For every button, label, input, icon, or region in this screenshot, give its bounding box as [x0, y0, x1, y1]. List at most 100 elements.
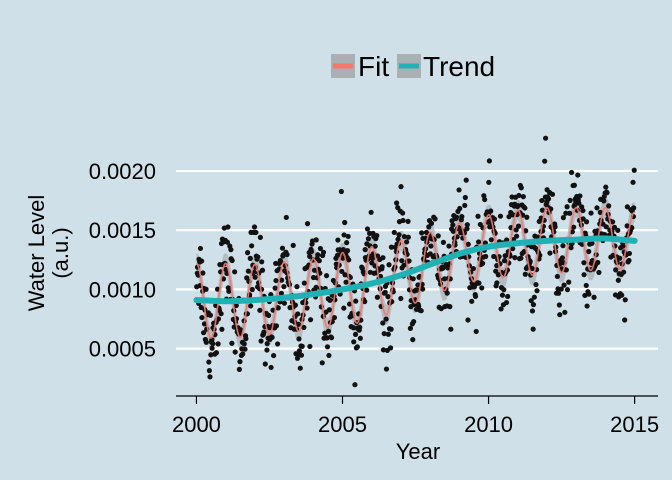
observation-point: [476, 280, 482, 286]
observation-point: [552, 224, 558, 230]
observation-point: [615, 277, 621, 283]
observation-point: [326, 307, 332, 313]
observation-point: [395, 236, 401, 242]
observation-point: [462, 194, 468, 201]
observation-point: [620, 243, 626, 249]
observation-point: [335, 237, 341, 243]
observation-point: [215, 316, 222, 322]
observation-point: [342, 219, 348, 226]
observation-point: [264, 341, 270, 347]
observation-point: [199, 258, 205, 264]
observation-point: [346, 257, 352, 263]
observation-point: [581, 272, 587, 278]
observation-point: [465, 241, 471, 247]
observation-point: [453, 214, 460, 220]
observation-point: [586, 248, 592, 255]
observation-point: [539, 197, 545, 204]
observation-point: [316, 258, 322, 264]
observation-point: [456, 187, 462, 193]
observation-point: [219, 326, 225, 332]
observation-point: [584, 303, 590, 309]
observation-point: [343, 279, 349, 285]
observation-point: [369, 255, 376, 262]
observation-point: [513, 233, 520, 239]
observation-point: [297, 365, 303, 371]
observation-point: [407, 325, 413, 331]
observation-point: [420, 286, 426, 292]
observation-point: [435, 233, 441, 239]
observation-point: [257, 234, 263, 240]
y-axis: 0.0005 0.0010 0.0015 0.0020: [89, 159, 156, 362]
observation-point: [464, 226, 470, 232]
y-tick-label-0.0015: 0.0015: [89, 218, 156, 243]
observation-point: [381, 330, 387, 337]
observation-point: [283, 214, 289, 221]
observation-point: [245, 268, 251, 274]
observation-point: [555, 290, 562, 296]
y-axis-title-line-0: Water Level: [24, 195, 49, 312]
observation-point: [512, 255, 518, 261]
observation-point: [601, 198, 607, 204]
observation-point: [594, 205, 600, 211]
observation-point: [275, 341, 281, 347]
observation-point: [344, 248, 351, 254]
observation-point: [352, 382, 358, 388]
observation-point: [354, 344, 360, 350]
observation-point: [224, 239, 230, 245]
observation-point: [498, 306, 504, 312]
observation-point: [351, 339, 357, 345]
observation-point: [252, 274, 258, 280]
observation-point: [229, 257, 235, 264]
observation-point: [313, 284, 319, 290]
observation-point: [513, 227, 519, 233]
observation-point: [294, 284, 300, 290]
observation-point: [307, 317, 314, 323]
observation-point: [296, 336, 302, 342]
observation-point: [606, 203, 612, 209]
observation-point: [278, 259, 284, 265]
observation-point: [218, 311, 224, 317]
fit-confidence-band: [196, 197, 635, 348]
observation-point: [445, 265, 451, 271]
observation-point: [237, 359, 243, 365]
observation-point: [261, 329, 267, 335]
observation-point: [374, 294, 380, 300]
observation-point: [324, 344, 331, 350]
observation-point: [385, 294, 391, 300]
observation-point: [491, 216, 498, 222]
observation-point: [440, 265, 446, 271]
observation-point: [533, 281, 539, 288]
observation-point: [586, 291, 592, 297]
observation-point: [486, 179, 492, 185]
observation-point: [473, 328, 479, 335]
observation-point: [238, 327, 244, 333]
observation-point: [344, 240, 350, 246]
observation-point: [401, 233, 407, 240]
observation-point: [560, 215, 566, 221]
observation-point: [523, 228, 529, 234]
observation-point: [225, 224, 231, 230]
observation-point: [556, 302, 562, 308]
observation-point: [226, 288, 232, 294]
observation-point: [379, 264, 385, 270]
observation-point: [405, 218, 411, 224]
observation-point: [559, 255, 565, 261]
observation-point: [269, 334, 275, 341]
observation-point: [631, 205, 637, 211]
observation-point: [554, 273, 560, 280]
observation-point: [251, 224, 258, 230]
observation-point: [386, 262, 392, 268]
observation-point: [475, 213, 481, 219]
observation-point: [295, 311, 301, 317]
observation-point: [472, 293, 479, 300]
observation-point: [380, 347, 387, 353]
observation-point: [448, 326, 454, 332]
observation-point: [368, 209, 374, 215]
x-axis-title: Year: [396, 439, 440, 464]
observation-point: [301, 324, 307, 331]
legend-label-trend: Trend: [423, 51, 495, 82]
observation-point: [450, 228, 456, 234]
observation-point: [404, 239, 410, 245]
observation-point: [290, 242, 296, 248]
observation-point: [622, 297, 628, 303]
